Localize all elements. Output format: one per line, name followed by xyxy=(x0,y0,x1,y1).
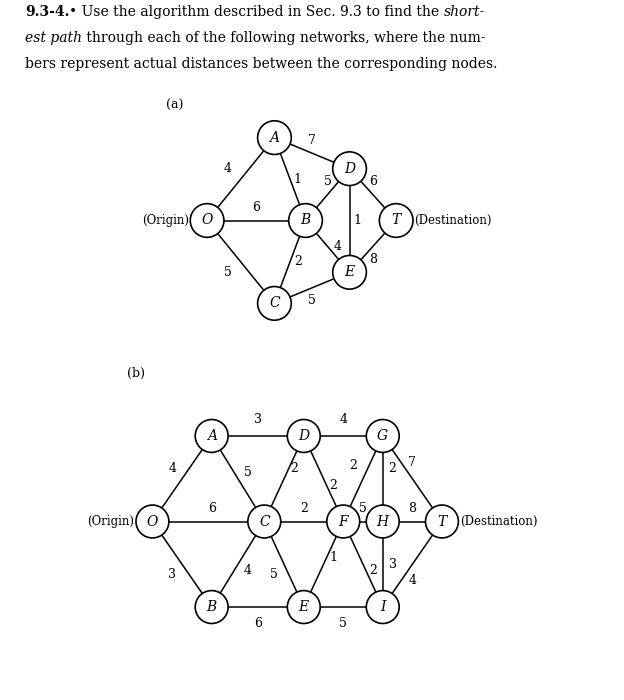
Circle shape xyxy=(195,591,228,624)
Text: through each of the following networks, where the num-: through each of the following networks, … xyxy=(82,31,485,45)
Circle shape xyxy=(258,121,291,155)
Text: 8: 8 xyxy=(369,253,377,266)
Text: C: C xyxy=(259,514,270,528)
Text: C: C xyxy=(269,296,280,310)
Text: 6: 6 xyxy=(369,175,377,188)
Circle shape xyxy=(426,505,459,538)
Text: (b): (b) xyxy=(127,367,145,380)
Text: O: O xyxy=(147,514,158,528)
Text: 2: 2 xyxy=(329,479,338,492)
Text: 4: 4 xyxy=(408,574,416,587)
Text: 1: 1 xyxy=(353,214,361,227)
Text: bers represent actual distances between the corresponding nodes.: bers represent actual distances between … xyxy=(25,57,497,71)
Text: short-: short- xyxy=(444,4,485,18)
Text: 6: 6 xyxy=(254,617,261,630)
Text: A: A xyxy=(270,131,280,145)
Text: D: D xyxy=(298,429,310,443)
Text: 5: 5 xyxy=(339,617,347,630)
Circle shape xyxy=(333,256,366,289)
Text: (Origin): (Origin) xyxy=(142,214,189,227)
Circle shape xyxy=(195,419,228,452)
Text: 3: 3 xyxy=(389,558,397,570)
Text: 5: 5 xyxy=(324,175,331,188)
Text: 5: 5 xyxy=(270,568,278,580)
Text: 4: 4 xyxy=(168,463,176,475)
Text: I: I xyxy=(380,600,386,614)
Text: 3: 3 xyxy=(168,568,176,580)
Text: 2: 2 xyxy=(349,459,357,472)
Text: 6: 6 xyxy=(208,502,216,514)
Text: 1: 1 xyxy=(294,173,302,186)
Circle shape xyxy=(366,591,399,624)
Circle shape xyxy=(379,204,413,237)
Text: 2: 2 xyxy=(389,463,396,475)
Circle shape xyxy=(366,419,399,452)
Text: T: T xyxy=(391,214,401,228)
Text: H: H xyxy=(377,514,389,528)
Text: 5: 5 xyxy=(244,466,251,479)
Text: E: E xyxy=(344,265,354,279)
Text: est path: est path xyxy=(25,31,82,45)
Text: E: E xyxy=(299,600,309,614)
Text: 5: 5 xyxy=(308,294,316,307)
Circle shape xyxy=(289,204,323,237)
Text: 4: 4 xyxy=(339,413,347,426)
Text: B: B xyxy=(300,214,311,228)
Text: O: O xyxy=(202,214,213,228)
Text: G: G xyxy=(377,429,388,443)
Text: 3: 3 xyxy=(254,413,261,426)
Text: 5: 5 xyxy=(224,266,232,279)
Text: (Origin): (Origin) xyxy=(87,515,134,528)
Circle shape xyxy=(136,505,169,538)
Text: 1: 1 xyxy=(329,551,338,564)
Text: B: B xyxy=(207,600,217,614)
Text: 4: 4 xyxy=(224,162,232,175)
Text: 7: 7 xyxy=(408,456,416,469)
Text: (a): (a) xyxy=(166,99,183,112)
Text: 6: 6 xyxy=(252,201,260,214)
Text: F: F xyxy=(338,514,348,528)
Circle shape xyxy=(258,286,291,320)
Circle shape xyxy=(333,152,366,186)
Text: 2: 2 xyxy=(290,463,298,475)
Text: 7: 7 xyxy=(308,134,316,147)
Text: (Destination): (Destination) xyxy=(414,214,492,227)
Text: 9.3-4.: 9.3-4. xyxy=(25,4,69,18)
Text: 5: 5 xyxy=(359,502,367,514)
Circle shape xyxy=(287,591,320,624)
Text: 4: 4 xyxy=(334,240,342,253)
Text: T: T xyxy=(437,514,447,528)
Text: 2: 2 xyxy=(369,564,377,578)
Text: 2: 2 xyxy=(300,502,308,514)
Text: D: D xyxy=(344,162,355,176)
Text: • Use the algorithm described in Sec. 9.3 to find the: • Use the algorithm described in Sec. 9.… xyxy=(69,4,444,18)
Text: A: A xyxy=(207,429,217,443)
Circle shape xyxy=(287,419,320,452)
Text: (Destination): (Destination) xyxy=(460,515,537,528)
Text: 4: 4 xyxy=(244,564,252,578)
Circle shape xyxy=(327,505,359,538)
Circle shape xyxy=(248,505,281,538)
Text: 8: 8 xyxy=(408,502,416,514)
Circle shape xyxy=(190,204,224,237)
Circle shape xyxy=(366,505,399,538)
Text: 2: 2 xyxy=(294,256,301,268)
